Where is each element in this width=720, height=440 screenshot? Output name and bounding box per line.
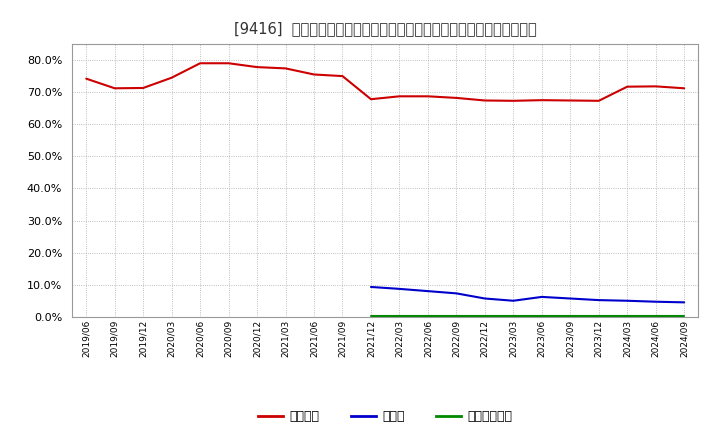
繰延税金資産: [652, 314, 660, 319]
自己資本: [623, 84, 631, 89]
のれん: [509, 298, 518, 304]
自己資本: [652, 84, 660, 89]
繰延税金資産: [595, 314, 603, 319]
繰延税金資産: [452, 314, 461, 319]
Line: 自己資本: 自己資本: [86, 63, 684, 101]
繰延税金資産: [566, 314, 575, 319]
自己資本: [110, 86, 119, 91]
自己資本: [595, 98, 603, 103]
自己資本: [253, 65, 261, 70]
のれん: [680, 300, 688, 305]
Legend: 自己資本, のれん, 繰延税金資産: 自己資本, のれん, 繰延税金資産: [253, 405, 517, 428]
自己資本: [310, 72, 318, 77]
繰延税金資産: [509, 314, 518, 319]
繰延税金資産: [680, 314, 688, 319]
自己資本: [423, 94, 432, 99]
繰延税金資産: [537, 314, 546, 319]
繰延税金資産: [623, 314, 631, 319]
のれん: [652, 299, 660, 304]
繰延税金資産: [395, 314, 404, 319]
のれん: [595, 297, 603, 303]
自己資本: [566, 98, 575, 103]
自己資本: [395, 94, 404, 99]
自己資本: [338, 73, 347, 79]
繰延税金資産: [480, 314, 489, 319]
自己資本: [480, 98, 489, 103]
繰延税金資産: [423, 314, 432, 319]
繰延税金資産: [366, 314, 375, 319]
自己資本: [139, 85, 148, 91]
のれん: [566, 296, 575, 301]
自己資本: [82, 76, 91, 81]
のれん: [423, 289, 432, 294]
自己資本: [167, 75, 176, 81]
のれん: [395, 286, 404, 292]
自己資本: [509, 98, 518, 103]
自己資本: [225, 61, 233, 66]
Line: のれん: のれん: [371, 287, 684, 302]
のれん: [537, 294, 546, 300]
自己資本: [452, 95, 461, 101]
自己資本: [537, 98, 546, 103]
のれん: [623, 298, 631, 304]
自己資本: [680, 86, 688, 91]
のれん: [480, 296, 489, 301]
Title: [9416]  自己資本、のれん、繰延税金資産の総資産に対する比率の推移: [9416] 自己資本、のれん、繰延税金資産の総資産に対する比率の推移: [234, 21, 536, 36]
自己資本: [196, 61, 204, 66]
のれん: [452, 291, 461, 296]
自己資本: [366, 96, 375, 102]
自己資本: [282, 66, 290, 71]
のれん: [366, 284, 375, 290]
